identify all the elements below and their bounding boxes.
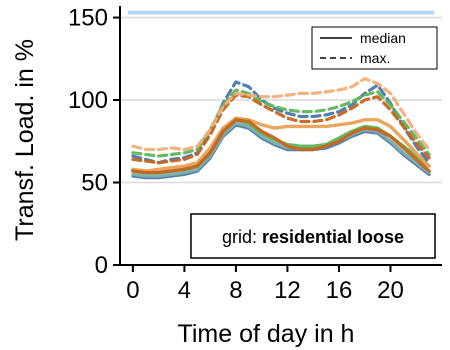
max-series-line-6 [131, 88, 431, 158]
legend-median-label: median [360, 30, 406, 46]
grid-annotation: grid: residential loose [190, 213, 436, 259]
max-series-line-8 [131, 76, 431, 152]
x-axis-label: Time of day in h [178, 320, 355, 348]
legend-max-label: max. [360, 50, 390, 66]
y-axis-label: Transf. Load. in % [11, 39, 39, 241]
y-tick-label-0: 0 [95, 252, 108, 279]
y-tick-label-100: 100 [68, 87, 108, 114]
legend: median max. [311, 26, 438, 70]
y-tick-label-150: 150 [68, 5, 108, 32]
median-series-line-1 [131, 121, 431, 178]
x-tick-label-8: 8 [229, 277, 242, 304]
annotation-text: grid: residential loose [222, 227, 404, 247]
y-tick-label-50: 50 [81, 170, 108, 197]
x-tick-label-20: 20 [377, 277, 404, 304]
series-layer [131, 76, 431, 180]
x-tick-label-16: 16 [326, 277, 353, 304]
x-tick-label-12: 12 [274, 277, 301, 304]
x-tick-label-0: 0 [126, 277, 139, 304]
median-series-line-3 [131, 116, 431, 173]
x-ticks: 0 4 8 12 16 20 [126, 265, 404, 304]
annotation-box [190, 213, 436, 259]
annotation-grid-type: residential loose [262, 227, 404, 247]
y-ticks: 0 50 100 150 [68, 5, 120, 279]
max-series-line-7 [131, 93, 431, 165]
annotation-prefix: grid: [222, 227, 262, 247]
max-series-line-5 [131, 80, 431, 165]
median-series-line-4 [131, 118, 431, 175]
x-tick-label-4: 4 [178, 277, 191, 304]
legend-box [311, 26, 438, 70]
